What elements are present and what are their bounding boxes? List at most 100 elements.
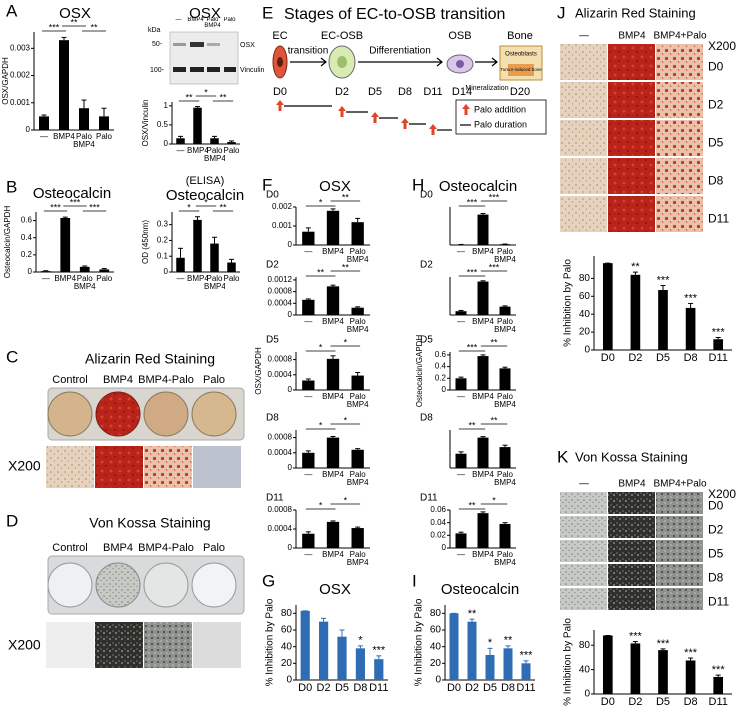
panel-title: Alizarin Red Staining (85, 351, 215, 367)
panel-heading: Osteocalcin (439, 178, 517, 195)
significance: *** (467, 342, 478, 352)
panel-letter: K (557, 447, 569, 466)
significance: ** (490, 415, 498, 425)
significance: *** (520, 650, 534, 662)
bar (351, 222, 364, 245)
bar (485, 655, 495, 680)
label-box: BMP4 (322, 393, 344, 401)
x-tick-label: D11 (369, 683, 389, 694)
x-tick-label: D11 (516, 683, 536, 694)
significance: *** (712, 326, 726, 338)
label-box: Palo BMP4 (73, 133, 95, 149)
chart-title: OSX (319, 581, 351, 598)
micrograph (656, 196, 703, 232)
significance: *** (49, 22, 60, 32)
panel-letter: H (412, 175, 424, 194)
label-box: D2 (465, 683, 479, 694)
palo-arrow (338, 106, 346, 117)
bar (355, 648, 365, 680)
label-box: BMP4 (322, 248, 344, 256)
x-tick-label: — (457, 248, 465, 256)
column-label: BMP4-Palo (138, 542, 194, 554)
bar (326, 286, 340, 315)
x-tick-label: Palo BMP4 (494, 551, 516, 567)
label-box: D0 (447, 683, 461, 694)
label-box: D5 (656, 353, 670, 364)
legend-label: Palo addition (474, 104, 526, 114)
significance: *** (89, 202, 100, 212)
micrograph (560, 82, 607, 118)
y-tick-label: 20 (281, 658, 293, 669)
y-axis-label: OD (450nm) (141, 220, 150, 264)
y-tick-label: 0 (164, 267, 169, 276)
y-tick-label: 80 (430, 608, 442, 619)
label-box: D0 (601, 353, 615, 364)
x-tick-label: D5 (334, 683, 350, 694)
magnification: X200 (8, 637, 41, 653)
micrograph (560, 158, 607, 194)
row-label: D8 (708, 570, 724, 584)
label-box: D8 (501, 683, 515, 694)
blot-band (207, 43, 220, 46)
bar (99, 116, 109, 130)
column-label: — (579, 479, 589, 490)
bar (39, 116, 49, 130)
x-tick-label: BMP4 (322, 393, 344, 401)
micrograph (144, 622, 192, 668)
y-tick-label: 0.0008 (268, 355, 293, 364)
label-box: BMP4 (322, 318, 344, 326)
well (95, 562, 141, 608)
micrograph (560, 588, 607, 610)
y-tick-label: 0.0004 (268, 298, 293, 307)
bar (326, 521, 340, 548)
arrow (290, 57, 327, 67)
bar (326, 210, 340, 245)
bar (60, 218, 71, 272)
stage-label: EC (272, 30, 287, 42)
significance: *** (489, 262, 500, 272)
label-box: BMP4 (472, 471, 494, 479)
chart-title: D11 (266, 493, 284, 504)
bar (477, 356, 489, 390)
chart-title: OSX (189, 5, 221, 22)
y-tick-label: 80 (579, 640, 591, 651)
bar (713, 339, 724, 350)
stage-label: EC-OSB (321, 30, 363, 42)
well (47, 562, 93, 608)
bar (210, 243, 219, 272)
bar (193, 107, 202, 144)
significance: ** (342, 262, 350, 272)
y-axis-label: % Inhibition by Palo (265, 598, 276, 686)
significance: * (319, 342, 323, 352)
label-box: — (304, 393, 312, 401)
label-box: Palo BMP4 (494, 248, 516, 264)
panel-letter: C (6, 347, 18, 366)
panel-letter: A (6, 1, 18, 20)
well (143, 391, 189, 437)
panel-letter: I (412, 571, 417, 590)
blot-kda: kDa (148, 27, 161, 34)
y-tick-label: 0.002 (10, 71, 31, 80)
bar (319, 621, 329, 680)
y-tick-label: 0 (164, 139, 169, 148)
day-label: D5 (368, 86, 382, 98)
x-tick-label: BMP4 (322, 318, 344, 326)
micrograph (656, 492, 703, 514)
palo-arrow (401, 118, 409, 129)
x-tick-label: — (457, 471, 465, 479)
bar (503, 648, 513, 680)
y-tick-label: 0 (28, 267, 33, 276)
label-box: D0 (601, 697, 615, 708)
x-tick-label: — (41, 275, 50, 283)
label-box: — (304, 471, 312, 479)
column-label: BMP4-Palo (138, 374, 194, 386)
bar (351, 528, 364, 548)
label-box: — (177, 275, 185, 283)
row-label: D2 (708, 522, 724, 536)
chart-title: Osteocalcin (441, 581, 519, 598)
bar (326, 437, 340, 468)
significance: ** (185, 92, 193, 102)
x-tick-label: D2 (628, 697, 643, 708)
y-tick-label: 0 (435, 675, 441, 686)
x-tick-label: BMP4 (54, 275, 77, 283)
